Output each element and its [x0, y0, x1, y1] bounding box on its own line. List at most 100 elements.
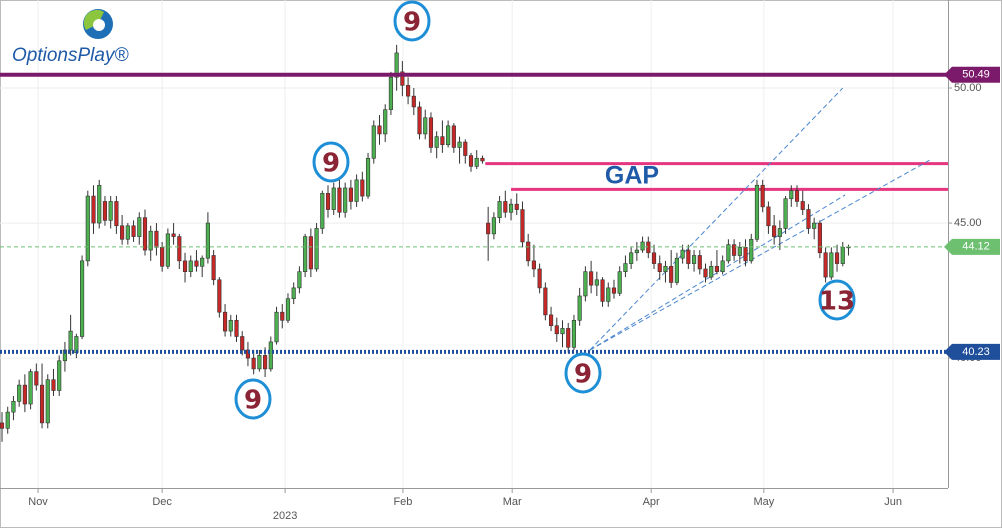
candle-body — [182, 260, 188, 272]
count-circle — [234, 378, 272, 420]
candle-body — [623, 263, 628, 272]
candle-body — [188, 260, 193, 272]
candle-body — [102, 201, 108, 221]
candle-body — [171, 233, 176, 237]
candle-body — [428, 117, 434, 148]
trend-line — [589, 194, 846, 351]
price-tag — [944, 238, 1000, 255]
y-tick-label: 50.00 — [954, 82, 982, 94]
candle-body — [503, 201, 508, 213]
candle-body — [526, 241, 531, 262]
candle-body — [743, 247, 748, 262]
candle-body — [388, 76, 393, 110]
candle-body — [732, 244, 737, 256]
candle-body — [457, 141, 462, 148]
candle-body — [703, 268, 708, 278]
candle-body — [297, 271, 302, 289]
candle-body — [251, 357, 256, 370]
candle-body — [812, 222, 817, 229]
candle-body — [314, 228, 319, 270]
candle-body — [468, 155, 474, 167]
candle-body — [348, 187, 353, 202]
candle-body — [108, 201, 113, 221]
x-tick-label: Nov — [28, 496, 48, 508]
candle-body — [343, 187, 348, 213]
candle-body — [245, 349, 251, 359]
x-tick-label: Feb — [393, 496, 412, 508]
candle-body — [817, 222, 822, 254]
candle-body — [474, 157, 479, 167]
candle-body — [806, 209, 811, 229]
candle-body — [371, 125, 376, 159]
candle-body — [737, 247, 742, 256]
candle-body — [85, 195, 90, 262]
count-label: 13 — [819, 287, 855, 317]
candle-body — [263, 355, 268, 370]
candle-body — [131, 225, 136, 237]
candle-body — [17, 384, 22, 402]
count-label: 9 — [574, 360, 592, 390]
logo-icon-leaf — [83, 9, 104, 30]
candle-body — [114, 201, 119, 227]
candle-body — [125, 225, 130, 240]
candle-body — [165, 233, 170, 267]
candle-body — [240, 336, 245, 351]
price-tag-label: 50.49 — [962, 69, 990, 81]
candle-body — [39, 384, 45, 424]
candle-body — [514, 203, 519, 210]
candle-body — [22, 384, 27, 405]
candle-body — [589, 271, 594, 286]
candle-body — [480, 157, 485, 162]
candle-body — [28, 371, 33, 405]
candle-body — [331, 187, 336, 210]
candle-body — [720, 260, 725, 272]
price-tag-label: 40.23 — [962, 346, 990, 358]
logo-icon-core — [93, 19, 105, 31]
candle-body — [434, 136, 439, 148]
trend-line — [589, 159, 930, 351]
candle-body — [520, 209, 525, 243]
candle-body — [5, 411, 10, 429]
candle-body — [566, 328, 571, 348]
candle-body — [760, 184, 765, 208]
candle-body — [491, 217, 496, 235]
candle-body — [531, 260, 536, 270]
candle-body — [697, 255, 702, 270]
price-tag — [944, 343, 1000, 360]
candle-body — [91, 195, 96, 224]
candle-body — [714, 265, 720, 272]
candle-body — [217, 279, 222, 313]
candle-body — [45, 379, 50, 424]
candle-body — [772, 225, 777, 237]
candle-body — [97, 184, 102, 224]
candle-body — [211, 255, 216, 281]
candle-body — [800, 201, 805, 210]
count-label: 9 — [244, 386, 262, 416]
candle-body — [640, 241, 645, 251]
candle-body — [291, 287, 296, 299]
candle-body — [634, 249, 639, 254]
candle-body — [783, 198, 788, 229]
candle-body — [354, 179, 359, 202]
candle-body — [766, 206, 771, 227]
candle-body — [320, 193, 325, 229]
candle-body — [360, 179, 365, 197]
candle-body — [554, 325, 559, 335]
candle-body — [257, 355, 262, 370]
candle-body — [440, 136, 445, 146]
candle-body — [777, 228, 782, 237]
candle-body — [451, 125, 456, 148]
candle-body — [285, 298, 291, 321]
candle-body — [594, 279, 599, 286]
candle-body — [417, 106, 422, 135]
candle-body — [497, 201, 502, 218]
price-tag-label: 44.12 — [962, 241, 990, 253]
candle-body — [234, 319, 239, 337]
count-circle — [564, 352, 602, 394]
candle-body — [148, 230, 153, 251]
candle-body — [537, 268, 542, 289]
x-tick-label: Jun — [884, 496, 902, 508]
candle-body — [794, 190, 800, 202]
